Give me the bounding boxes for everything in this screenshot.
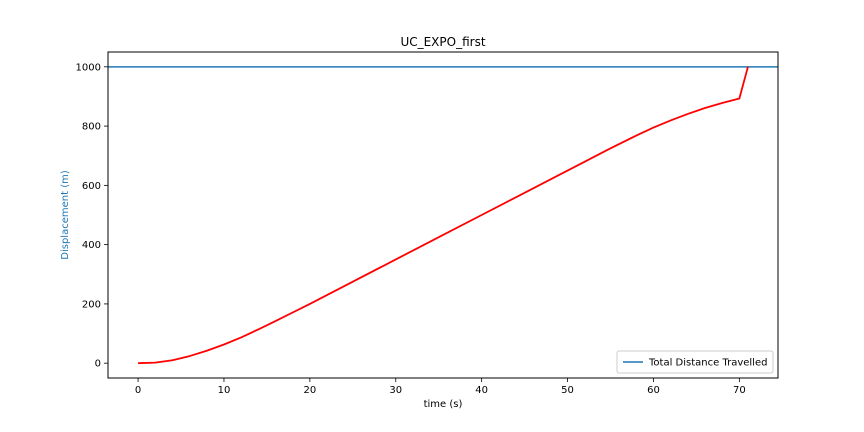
x-tick-label: 10 [218,385,231,396]
axes-frame [107,51,779,379]
axis-ticks: 0 10 20 30 40 50 60 70 0 200 400 600 800 1000 [76,62,746,396]
x-axis-label: time (s) [424,399,463,410]
x-tick-label: 0 [135,385,141,396]
y-tick-label: 0 [95,359,101,370]
legend-label: Total Distance Travelled [648,358,767,369]
legend-box [616,350,774,374]
x-tick-label: 50 [561,385,574,396]
series-displacement-line [138,66,749,365]
y-tick-label: 400 [82,240,101,251]
x-tick-label: 20 [303,385,316,396]
y-tick-label: 200 [82,299,101,310]
x-tick-label: 30 [389,385,402,396]
x-tick-label: 60 [647,385,660,396]
y-tick-label: 1000 [76,62,101,73]
x-tick-label: 70 [733,385,746,396]
chart-title: UC_EXPO_first [400,35,485,49]
y-axis-label: Displacement (m) [60,170,71,260]
plot-area [108,66,778,365]
x-tick-label: 40 [475,385,488,396]
legend: Total Distance Travelled [616,350,774,374]
y-tick-label: 600 [82,181,101,192]
y-tick-label: 800 [82,122,101,133]
